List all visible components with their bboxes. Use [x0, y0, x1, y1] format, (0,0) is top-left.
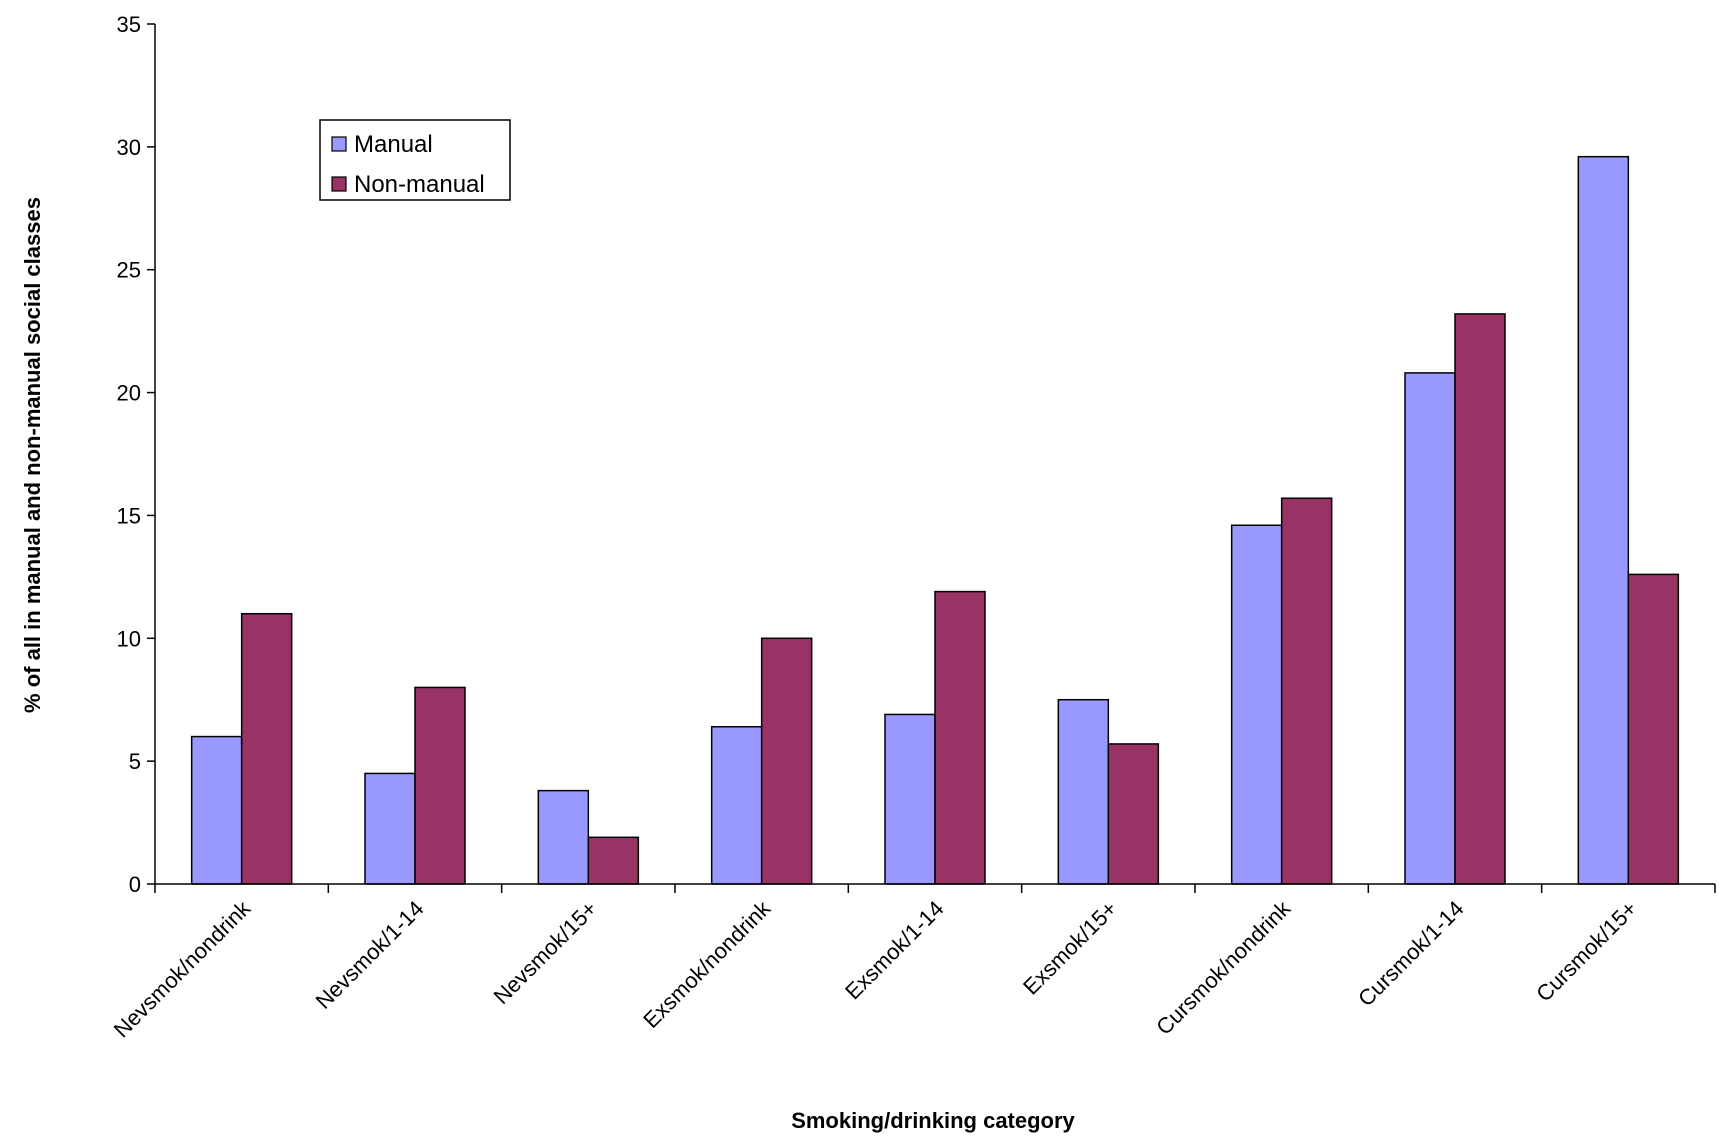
x-category-label: Exsmok/nondrink	[638, 895, 776, 1033]
y-tick-label: 15	[117, 503, 141, 528]
legend-box	[319, 119, 511, 201]
plot-area	[190, 155, 1680, 885]
x-category-label: Exsmok/15+	[1018, 896, 1122, 1000]
bar-manual-6	[1057, 698, 1110, 885]
bar-manual-7	[1230, 524, 1283, 885]
y-tick-label: 5	[129, 749, 141, 774]
x-category-label: Cursmok/nondrink	[1151, 895, 1296, 1040]
x-category-label: Cursmok/15+	[1531, 896, 1642, 1007]
bar-manual-5	[884, 713, 936, 885]
y-tick-label: 35	[117, 12, 141, 37]
y-tick-label: 0	[129, 872, 141, 897]
y-tick-label: 10	[117, 626, 141, 651]
bar-non-manual-2	[414, 686, 466, 885]
x-axis-title: Smoking/drinking category	[791, 1108, 1075, 1133]
bar-non-manual-7	[1280, 497, 1333, 885]
y-axis-title: % of all in manual and non-manual social…	[20, 197, 45, 713]
x-category-label: Nevsmok/15+	[489, 896, 602, 1009]
bar-non-manual-6	[1107, 743, 1160, 885]
bar-manual-2	[364, 772, 416, 885]
y-tick-label: 25	[117, 258, 141, 283]
bar-manual-9	[1577, 155, 1630, 885]
bar-non-manual-9	[1627, 573, 1680, 885]
x-axis: Nevsmok/nondrink Nevsmok/1-14 Nevsmok/15+ E…	[109, 883, 1716, 1042]
bar-non-manual-4	[760, 637, 813, 885]
x-category-label: Nevsmok/1-14	[311, 896, 429, 1014]
legend-swatch-manual	[331, 136, 347, 152]
bar-non-manual-8	[1454, 313, 1506, 885]
legend-label-manual: Manual	[354, 131, 433, 158]
x-category-label: Exsmok/1-14	[840, 896, 948, 1004]
x-category-label: Nevsmok/nondrink	[109, 895, 256, 1042]
bar-non-manual-1	[240, 612, 293, 885]
bar-non-manual-5	[934, 590, 986, 885]
legend-label-non-manual: Non-manual	[354, 171, 485, 198]
y-tick-label: 30	[117, 135, 141, 160]
legend-swatch-non-manual	[331, 176, 347, 192]
bar-manual-8	[1404, 372, 1456, 885]
bar-manual-4	[710, 725, 763, 885]
bar-manual-3	[537, 789, 590, 885]
x-category-label: Cursmok/1-14	[1353, 896, 1468, 1011]
legend: Manual Non-manual	[319, 119, 511, 201]
y-tick-label: 20	[117, 381, 141, 406]
y-axis: 0 5 10 15 20 25 30 35	[117, 12, 156, 897]
bar-manual-1	[190, 735, 243, 885]
bar-non-manual-3	[587, 836, 640, 885]
